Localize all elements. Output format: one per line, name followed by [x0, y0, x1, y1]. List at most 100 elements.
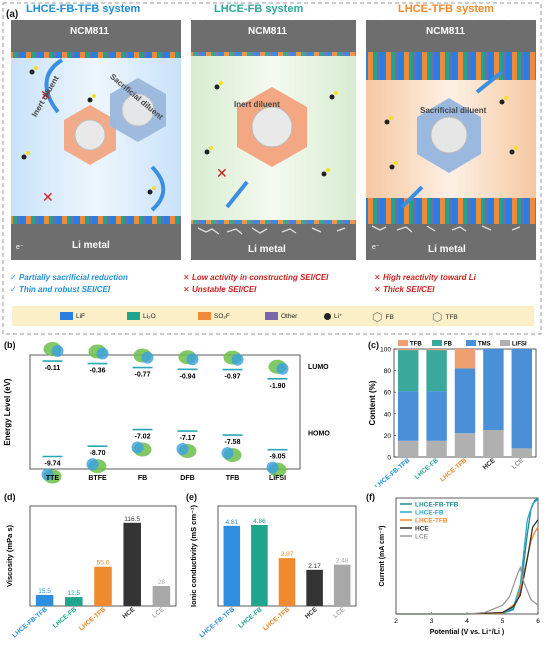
lumo-value-2: -0.77	[135, 372, 151, 379]
legend-swatch-3	[500, 340, 510, 346]
category-label-1: LHCE-FB	[52, 606, 79, 630]
x-axis-label: Potential (V vs. Li⁺/Li )	[430, 628, 504, 636]
svg-text:✕: ✕	[216, 165, 228, 181]
y-tick-5: 100	[380, 347, 391, 354]
series-line-4	[396, 565, 539, 615]
homo-value-2: -7.02	[135, 434, 151, 441]
homo-value-0: -9.74	[45, 461, 61, 468]
lumo-orbital-lobe-2	[141, 351, 154, 364]
panel-d-label: (d)	[4, 492, 16, 502]
bar-value-2: 2.87	[281, 551, 294, 558]
panel-e-label: (e)	[186, 492, 197, 502]
panel-c: (c) 0 20 40 60 80 100 Content (%) LHCE-FB-TFB LH…	[364, 337, 544, 487]
legend-li-ion: Li⁺	[324, 312, 343, 320]
legend-label-3: HCE	[415, 526, 429, 533]
bar-TMS-4	[511, 349, 533, 449]
legend-swatch-1	[432, 340, 442, 346]
category-label-1: LHCE-FB	[414, 457, 441, 481]
lumo-value-4: -0.97	[225, 374, 241, 381]
lumo-orbital-lobe-5	[276, 362, 289, 375]
category-label-3: HCE	[482, 457, 498, 472]
homo-orbital-lobe-0	[41, 468, 54, 481]
legend-fb: ⬡ FB	[372, 310, 394, 324]
category-label-0: LHCE-FB-TFB	[198, 606, 236, 639]
bar-value-4: 2.48	[336, 558, 349, 565]
panel-f-label: (f)	[366, 492, 375, 502]
legend-swatch-0	[398, 340, 408, 346]
bar-TMS-2	[454, 368, 476, 434]
legend-label-1: FB	[444, 342, 453, 348]
bar-TFB-2	[454, 349, 476, 369]
category-label-2: LHCE-TFB	[439, 457, 469, 483]
lumo-orbital-lobe-0	[51, 345, 64, 358]
bar-3	[306, 569, 323, 606]
fb-molecule-icon: ⬡	[372, 310, 383, 324]
bar-0	[223, 525, 241, 606]
panel-a-label: (a)	[6, 9, 19, 20]
homo-annotation: HOMO	[308, 430, 330, 437]
electron-label-3: e⁻	[372, 244, 380, 251]
bullet-3-1: ✕ High reactivity toward Li	[374, 273, 476, 282]
bar-2	[278, 558, 296, 606]
legend-other: Other	[265, 312, 297, 320]
legend-tfb: ⬡ TFB	[432, 310, 458, 324]
ncm811-label-1: NCM811	[70, 26, 109, 37]
category-label-0: LHCE-FB-TFB	[11, 606, 49, 639]
lumo-annotation: LUMO	[308, 364, 329, 371]
legend-li2o: Li₂O	[127, 312, 156, 320]
electron-label-1: e⁻	[16, 244, 24, 251]
panel-b-label: (b)	[4, 340, 16, 350]
category-label-1: LHCE-FB	[237, 606, 264, 630]
legend-label-0: TFB	[410, 342, 422, 348]
legend-label-2: LHCE-TFB	[415, 518, 448, 525]
legend-label-1: LHCE-FB	[415, 510, 444, 517]
bar-value-4: 28	[158, 579, 166, 586]
svg-text:✕: ✕	[42, 189, 54, 205]
system-title-3: LHCE-TFB system	[398, 3, 494, 15]
bar-LiFSI-2	[454, 433, 476, 457]
y-tick-1: 20	[384, 433, 392, 440]
homo-orbital-lobe-4	[221, 447, 234, 460]
bar-LiFSI-3	[483, 430, 504, 457]
content-stacked-chart: 0 20 40 60 80 100 Content (%) LHCE-FB-TFB LHCE-F…	[368, 340, 537, 487]
y-axis-label: Content (%)	[368, 380, 377, 425]
lumo-orbital-lobe-4	[231, 353, 244, 366]
bar-TMS-0	[397, 391, 419, 441]
panel-a-legend: LiF Li₂O SO₂F Other Li⁺ ⬡ FB ⬡ TFB	[12, 306, 534, 326]
category-label-4: LCE	[332, 606, 347, 620]
homo-orbital-lobe-5	[266, 461, 279, 474]
bar-2	[94, 566, 112, 606]
x-tick-0: 2	[394, 618, 398, 625]
panel-c-label: (c)	[368, 340, 379, 350]
bar-0	[35, 594, 54, 606]
sacrificial-diluent-label-3: Sacrificial diluent	[420, 106, 487, 115]
homo-orbital-lobe-3	[176, 443, 189, 456]
lumo-orbital-lobe-1	[96, 347, 109, 360]
homo-value-5: -9.05	[270, 454, 286, 461]
ionic-conductivity-chart: Ionic conductivity (mS cm⁻¹) 4.81 LHCE-FB-…	[189, 505, 357, 639]
legend-swatch-2	[466, 340, 476, 346]
viscosity-chart: Viscosity (mPa s) 15.5 LHCE-FB-TFB 12.5 LHCE…	[5, 505, 177, 639]
y-axis-label: Energy Level (eV)	[3, 378, 12, 445]
bar-1	[251, 525, 268, 606]
category-label-3: HCE	[304, 606, 320, 621]
sacrificial-diluent-molecule-right	[417, 98, 481, 173]
bar-TFB-0	[397, 349, 419, 351]
bar-value-3: 2.17	[308, 563, 321, 570]
bar-value-1: 4.86	[253, 518, 266, 525]
bar-3	[123, 522, 141, 606]
bar-4	[333, 564, 351, 606]
bullet-2-2: ✕ Unstable SEI/CEI	[183, 285, 257, 294]
category-label-2: FB	[138, 475, 147, 482]
y-tick-0: 0	[387, 455, 391, 462]
bullet-2-1: ✕ Low activity in constructing SEI/CEI	[183, 273, 329, 282]
y-tick-3: 60	[384, 390, 392, 397]
panel-f: (f) 2 3 4 5 6 Potential (V vs. Li⁺/Li ) Curren…	[362, 488, 544, 645]
system-title-2: LHCE-FB system	[214, 3, 304, 15]
tfb-molecule-icon: ⬡	[432, 310, 443, 324]
homo-value-3: -7.17	[180, 435, 196, 442]
li-metal-label-1: Li metal	[72, 240, 110, 251]
bar-TMS-3	[483, 349, 504, 430]
y-tick-4: 80	[384, 368, 392, 375]
plot-frame	[29, 354, 301, 470]
